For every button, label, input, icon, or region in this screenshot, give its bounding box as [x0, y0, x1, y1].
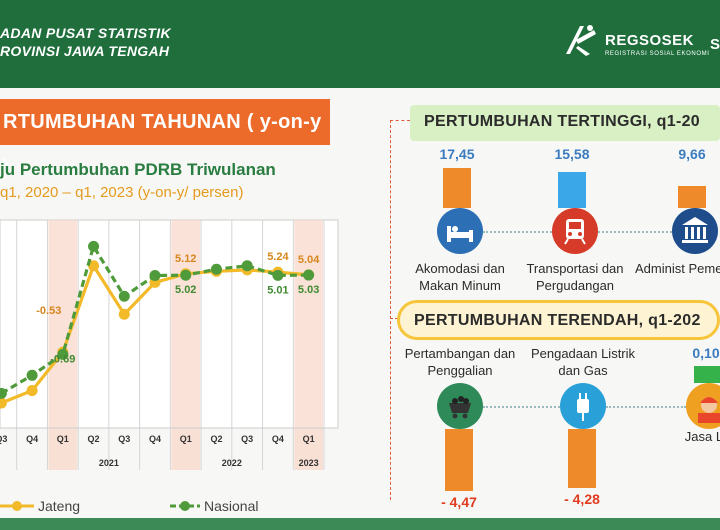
sector-value: - 4,28 — [564, 491, 600, 507]
partner-logo-text: S — [710, 36, 720, 53]
header-bar: ADAN PUSAT STATISTIK ROVINSI JAWA TENGAH… — [0, 0, 720, 88]
worker-icon — [686, 383, 720, 429]
category-tick-label: Q3 — [0, 434, 7, 444]
legend-label-nasional: Nasional — [204, 498, 258, 514]
data-label: 5.12 — [175, 253, 196, 265]
highest-growth-box: PERTUMBUHAN TERTINGGI, q1-20 — [410, 105, 720, 141]
category-tick-label: Q4 — [26, 434, 38, 444]
sector-name: Pertambangan dan Penggalian — [404, 346, 516, 378]
data-point-nasional — [0, 387, 7, 399]
data-point-jateng — [88, 260, 100, 272]
chart-title: ju Pertumbuhan PDRB Triwulanan — [0, 160, 276, 179]
data-point-nasional — [303, 269, 315, 281]
highlight-column — [48, 220, 78, 470]
category-tick-label: Q1 — [57, 434, 69, 444]
data-point-nasional — [180, 269, 192, 281]
lowest-growth-title: PERTUMBUHAN TERENDAH, q1-202 — [414, 312, 701, 329]
year-label: 2023 — [299, 458, 319, 468]
data-point-nasional — [241, 260, 253, 272]
logo-name: REGSOSEK — [605, 32, 695, 49]
category-tick-label: Q2 — [210, 434, 222, 444]
train-icon — [552, 208, 598, 254]
section-divider-horizontal — [390, 318, 398, 319]
legend-label-jateng: Jateng — [38, 498, 80, 514]
data-label: -0.69 — [50, 353, 75, 365]
data-label: 5.03 — [298, 284, 319, 296]
sector-value: 0,10 — [692, 345, 720, 361]
category-tick-label: Q2 — [88, 434, 100, 444]
sector-growth-bar — [678, 186, 706, 208]
category-tick-label: Q3 — [241, 434, 253, 444]
data-label: -0.53 — [36, 305, 61, 317]
category-tick-label: Q1 — [303, 434, 315, 444]
legend-marker-jateng — [12, 501, 22, 511]
sector-value: 17,45 — [439, 146, 475, 162]
section-divider-horizontal — [390, 120, 410, 121]
category-tick-label: Q3 — [118, 434, 130, 444]
data-label: 5.01 — [267, 284, 288, 296]
data-point-jateng — [26, 385, 38, 397]
category-tick-label: Q4 — [149, 434, 161, 444]
sector-name: Pengadaan Listrik dan Gas — [530, 346, 636, 378]
growth-line-chart: -0.53 -0.69 5.12 5.02 5.24 5.01 5.04 5.03 Q3 Q4 Q1… — [0, 219, 339, 514]
data-point-jateng — [0, 397, 7, 409]
lowest-growth-box: PERTUMBUHAN TERENDAH, q1-202 — [397, 300, 720, 340]
sector-growth-bar — [443, 168, 471, 208]
footer-bar — [0, 518, 720, 530]
regsosek-logo-icon — [566, 25, 596, 56]
logo-subtitle: REGISTRASI SOSIAL EKONOMI — [605, 51, 710, 57]
category-tick-label: Q4 — [272, 434, 284, 444]
connector-line — [483, 231, 552, 233]
sector-growth-bar — [694, 366, 720, 383]
data-point-nasional — [57, 348, 69, 360]
connector-line — [606, 406, 686, 408]
year-label: 2021 — [99, 458, 119, 468]
year-label: 2022 — [222, 458, 242, 468]
sector-value: 9,66 — [678, 146, 706, 162]
legend-marker-nasional — [180, 501, 190, 511]
connector-line — [598, 231, 672, 233]
data-point-nasional — [210, 263, 222, 275]
bed-icon — [437, 208, 483, 254]
electric-plug-icon — [560, 383, 606, 429]
yoy-title-box: RTUMBUHAN TAHUNAN ( y-on-y ) — [0, 99, 330, 179]
section-divider-vertical — [390, 120, 391, 500]
connector-line — [483, 406, 560, 408]
agency-name: ADAN PUSAT STATISTIK — [0, 25, 171, 41]
sector-name: Administ Pemerintah — [635, 261, 720, 276]
data-label: 5.24 — [267, 251, 289, 263]
chart-subtitle: q1, 2020 – q1, 2023 (y-on-y/ persen) — [0, 184, 244, 201]
mining-cart-icon — [437, 383, 483, 429]
data-point-jateng — [118, 308, 130, 320]
chart-container: -0.53 -0.69 5.12 5.02 5.24 5.01 5.04 5.03 Q3 Q4 Q1… — [0, 210, 345, 523]
sector-growth-bar — [558, 172, 586, 208]
data-point-nasional — [26, 369, 38, 381]
sector-name: Jasa Lai — [684, 429, 720, 444]
sector-name: Akomodasi dan Makan Minum — [415, 261, 505, 293]
sector-value: 15,58 — [554, 146, 590, 162]
data-point-nasional — [272, 269, 284, 281]
highest-growth-title: PERTUMBUHAN TERTINGGI, q1-20 — [424, 113, 700, 130]
data-label: 5.04 — [298, 254, 320, 266]
data-point-nasional — [149, 269, 161, 281]
sector-decline-bar — [445, 429, 473, 491]
sector-decline-bar — [568, 429, 596, 488]
category-tick-label: Q1 — [180, 434, 192, 444]
sector-name: Transportasi dan Pergudangan — [526, 261, 624, 293]
sector-value: - 4,47 — [441, 494, 477, 510]
data-point-nasional — [88, 240, 100, 252]
data-label: 5.02 — [175, 284, 196, 296]
province-name: ROVINSI JAWA TENGAH — [0, 43, 170, 59]
government-icon — [672, 208, 718, 254]
data-point-nasional — [118, 290, 130, 302]
